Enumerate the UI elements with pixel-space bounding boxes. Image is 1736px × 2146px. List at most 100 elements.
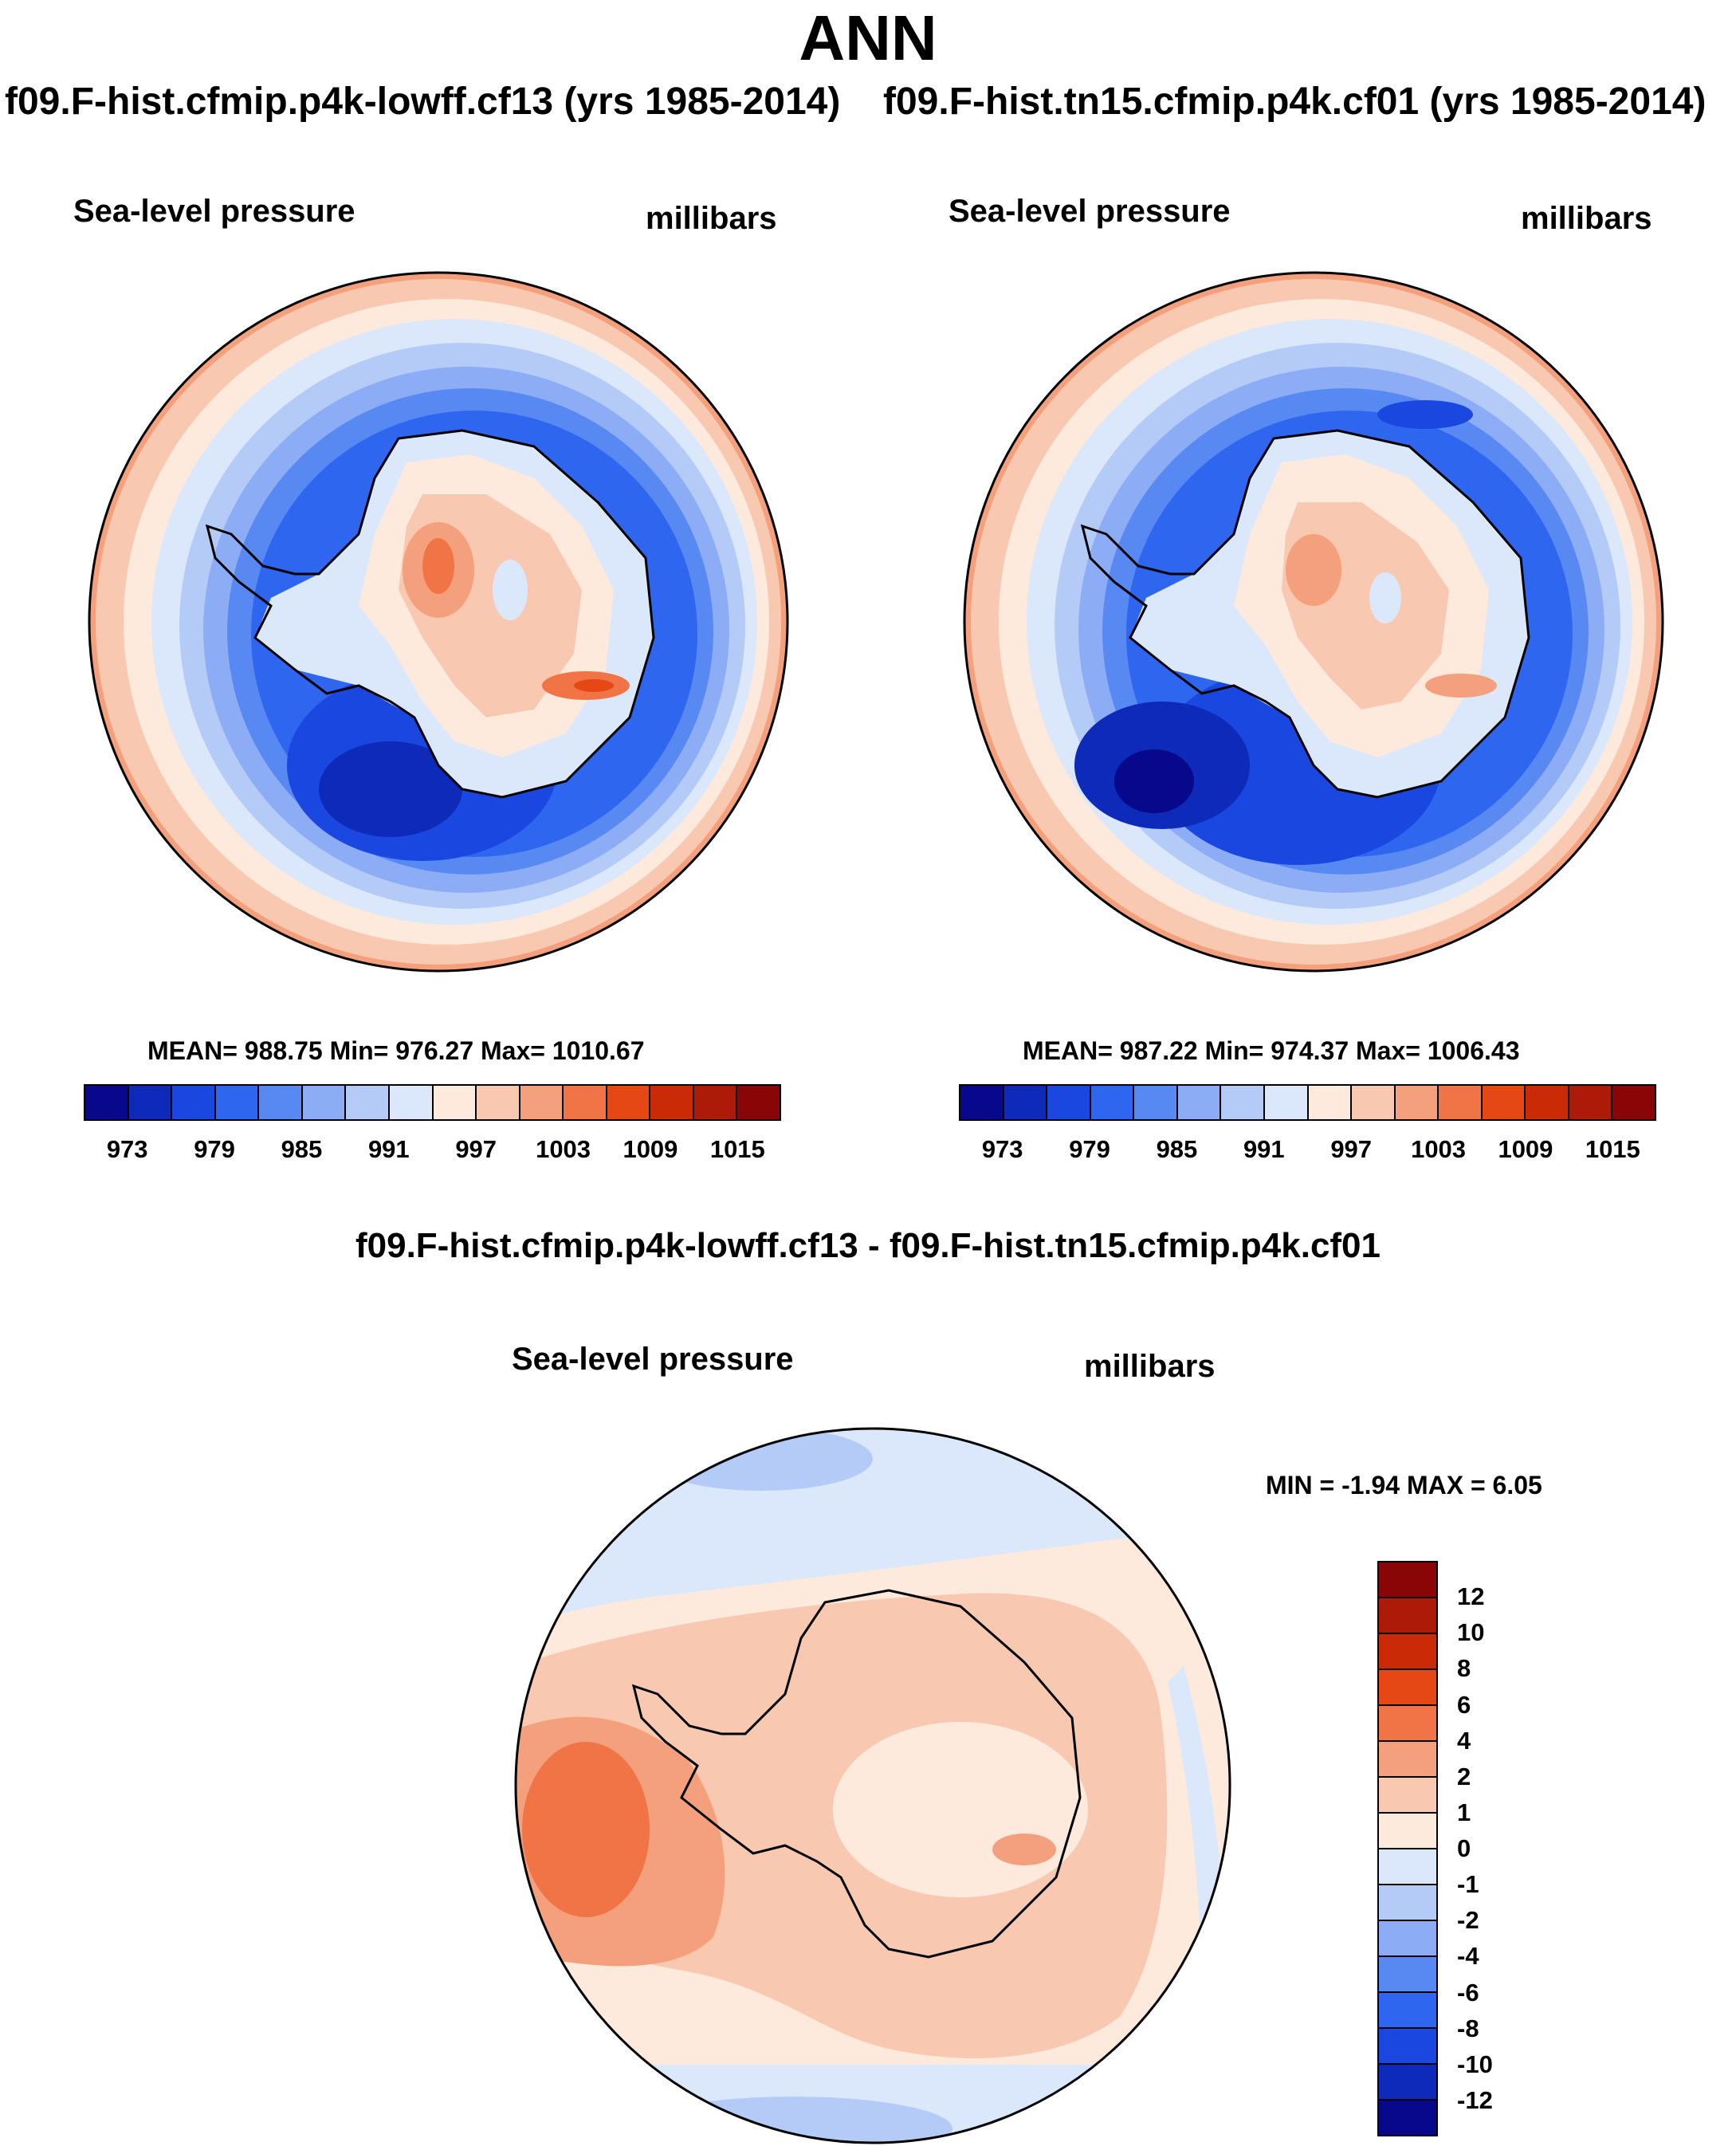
ticks3-label-0: 12: [1457, 1582, 1485, 1611]
ticks1-label-4: 997: [455, 1135, 497, 1163]
ticks3-label-13: -10: [1457, 2050, 1493, 2078]
panel2-variable: Sea-level pressure: [949, 194, 1231, 229]
panel2-high-1: [1286, 534, 1341, 606]
cbar2-level-2: [1047, 1086, 1091, 1119]
cbar2-level-6: [1221, 1086, 1265, 1119]
ticks3-label-5: 2: [1457, 1762, 1471, 1790]
cbar1-level-9: [477, 1086, 520, 1119]
cbar1-level-4: [259, 1086, 303, 1119]
cbar2-level-11: [1439, 1086, 1483, 1119]
cbar3-level-2: [1379, 1634, 1436, 1670]
cbar3-level-3: [1379, 1670, 1436, 1706]
panel1-variable: Sea-level pressure: [73, 194, 355, 229]
ticks2-label-4: 997: [1330, 1135, 1373, 1163]
cbar2-level-1: [1004, 1086, 1048, 1119]
panel3-blue-north-deep: [650, 1429, 873, 1491]
cbar3-level-4: [1379, 1706, 1436, 1742]
cbar1-level-11: [564, 1086, 607, 1119]
ticks2-label-6: 1009: [1498, 1135, 1553, 1163]
diff-title: f09.F-hist.cfmip.p4k-lowff.cf13 - f09.F-…: [355, 1226, 1381, 1265]
ticks3-label-1: 10: [1457, 1618, 1485, 1647]
cbar3-level-5: [1379, 1742, 1436, 1778]
cbar2-level-10: [1395, 1086, 1439, 1119]
panel3-positive-core: [522, 1742, 650, 1917]
panel1-colorbar: [84, 1084, 781, 1121]
cbar2-level-3: [1090, 1086, 1135, 1119]
ticks1-label-5: 1003: [536, 1135, 591, 1163]
cbar3-level-1: [1379, 1598, 1436, 1634]
panel1-coastline: [205, 429, 655, 799]
cbar3-level-9: [1379, 1885, 1436, 1921]
cbar1-level-3: [215, 1086, 260, 1119]
ticks3-label-3: 6: [1457, 1690, 1471, 1719]
panel2-stats: MEAN= 987.22 Min= 974.37 Max= 1006.43: [1023, 1036, 1520, 1065]
panel1-high-2: [422, 538, 454, 594]
case1-title: f09.F-hist.cfmip.p4k-lowff.cf13 (yrs 198…: [5, 81, 841, 123]
cbar1-level-1: [128, 1086, 173, 1119]
cbar1-level-10: [520, 1086, 564, 1119]
panel1-stats: MEAN= 988.75 Min= 976.27 Max= 1010.67: [147, 1036, 645, 1065]
cbar2-level-12: [1482, 1086, 1526, 1119]
cbar1-level-6: [346, 1086, 390, 1119]
ticks2-label-5: 1003: [1411, 1135, 1467, 1163]
panel2-low-3: [1114, 749, 1194, 813]
ticks2-label-3: 991: [1243, 1135, 1285, 1163]
panel3-map-border: [514, 1427, 1231, 2144]
panel3-variable: Sea-level pressure: [512, 1342, 794, 1377]
main-title: ANN: [799, 2, 937, 73]
panel2-low-4: [1377, 400, 1473, 429]
cbar2-level-7: [1264, 1086, 1309, 1119]
panel1-units: millibars: [646, 201, 777, 236]
ticks2-label-0: 973: [981, 1135, 1023, 1163]
panel2-dip: [1369, 572, 1401, 623]
cbar2-level-0: [960, 1086, 1004, 1119]
panel3-colorbar: [1377, 1561, 1438, 2136]
cbar3-level-12: [1379, 1993, 1436, 2029]
ticks1-label-7: 1015: [709, 1135, 765, 1163]
cbar1-level-0: [85, 1086, 129, 1119]
ticks3-label-4: 4: [1457, 1726, 1471, 1755]
panel3-coastline: [631, 1589, 1082, 1959]
ticks3-label-10: -4: [1457, 1942, 1479, 1971]
cbar3-level-11: [1379, 1957, 1436, 1993]
panel3-units: millibars: [1084, 1349, 1216, 1384]
cbar2-level-4: [1134, 1086, 1178, 1119]
panel2-map: [963, 271, 1664, 973]
panel3-east-high: [992, 1834, 1056, 1865]
ticks1-label-3: 991: [367, 1135, 410, 1163]
ticks1-label-6: 1009: [623, 1135, 678, 1163]
panel1-low-2: [319, 741, 462, 837]
cbar3-level-8: [1379, 1849, 1436, 1885]
ticks2-label-7: 1015: [1585, 1135, 1640, 1163]
panel2-high-2: [1425, 674, 1497, 698]
cbar3-level-14: [1379, 2065, 1436, 2101]
cbar1-level-5: [302, 1086, 347, 1119]
panel1-map-border: [88, 271, 789, 973]
cbar1-level-2: [172, 1086, 216, 1119]
ticks3-label-9: -2: [1457, 1906, 1479, 1935]
panel3-continent-light: [833, 1722, 1088, 1897]
ticks3-label-14: -12: [1457, 2085, 1493, 2114]
panel2-map-border: [963, 271, 1664, 973]
panel3-map: [514, 1427, 1231, 2144]
cbar1-level-12: [607, 1086, 651, 1119]
cbar1-level-15: [737, 1086, 780, 1119]
cbar3-level-15: [1379, 2101, 1436, 2135]
cbar2-level-15: [1612, 1086, 1655, 1119]
ticks3-label-7: 0: [1457, 1834, 1471, 1862]
ticks3-label-12: -8: [1457, 2014, 1479, 2042]
ticks1-label-0: 973: [106, 1135, 148, 1163]
cbar1-level-7: [389, 1086, 434, 1119]
case2-title: f09.F-hist.tn15.cfmip.p4k.cf01 (yrs 1985…: [883, 81, 1707, 123]
cbar1-level-14: [693, 1086, 738, 1119]
ticks3-label-2: 8: [1457, 1654, 1471, 1683]
panel1-dip: [493, 560, 528, 620]
cbar2-level-13: [1526, 1086, 1569, 1119]
cbar3-level-7: [1379, 1814, 1436, 1849]
cbar1-level-13: [650, 1086, 694, 1119]
ticks1-label-1: 979: [194, 1135, 235, 1163]
panel3-stats: MIN = -1.94 MAX = 6.05: [1266, 1471, 1542, 1499]
ticks2-label-2: 985: [1156, 1135, 1198, 1163]
cbar3-level-0: [1379, 1562, 1436, 1598]
cbar3-level-13: [1379, 2029, 1436, 2065]
